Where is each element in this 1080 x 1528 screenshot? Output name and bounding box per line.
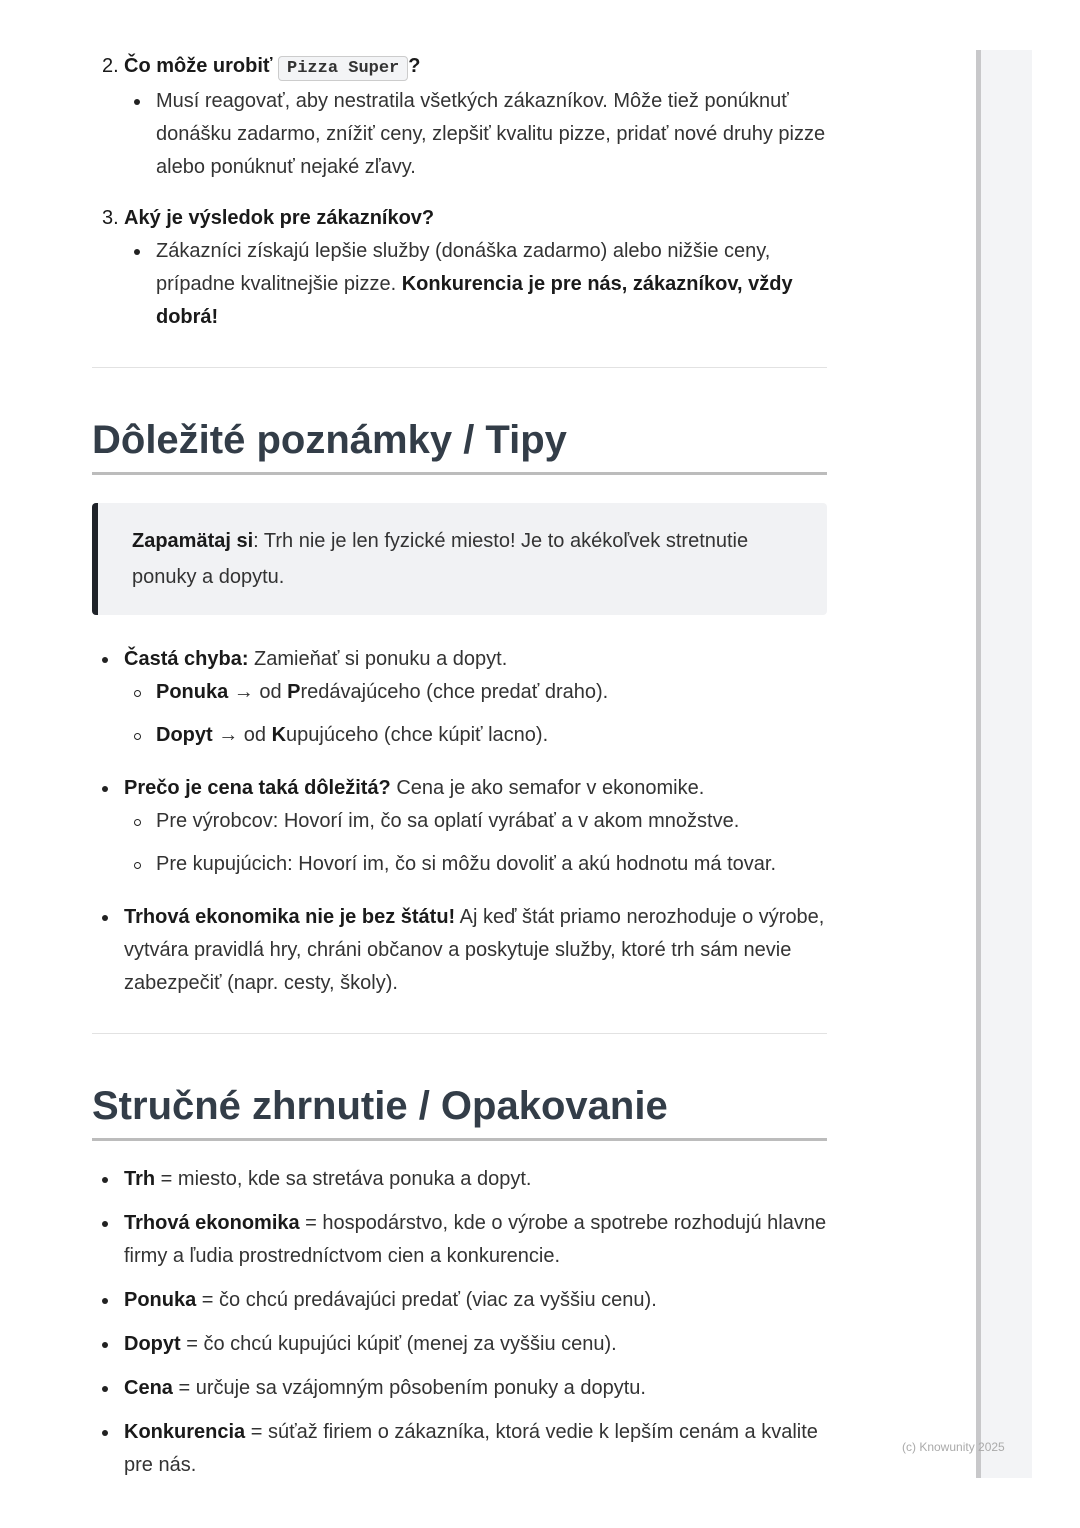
sub-text: redávajúceho (chce predať draho).	[300, 681, 609, 703]
sub-item: Ponuka → od Predávajúceho (chce predať d…	[124, 676, 827, 709]
question-list: 2. Čo môže urobiť Pizza Super? Musí reag…	[92, 50, 827, 334]
tip-text: Zamieňať si ponuku a dopyt.	[248, 648, 508, 670]
document-content: 2. Čo môže urobiť Pizza Super? Musí reag…	[92, 50, 827, 1493]
divider	[92, 1033, 827, 1034]
sub-text: → od	[228, 681, 288, 703]
question-title: Čo môže urobiť	[124, 55, 273, 77]
copyright: (c) Knowunity 2025	[902, 1440, 1005, 1454]
summary-item: Konkurencia = súťaž firiem o zákazníka, …	[92, 1416, 827, 1482]
question-item: 2. Čo môže urobiť Pizza Super? Musí reag…	[92, 50, 827, 184]
term: Trh	[124, 1168, 156, 1190]
tip-bold: Prečo je cena taká dôležitá?	[124, 777, 391, 799]
term: Konkurencia	[124, 1421, 246, 1443]
tips-list: Častá chyba: Zamieňať si ponuku a dopyt.…	[92, 643, 827, 1000]
sub-item: Dopyt → od Kupujúceho (chce kúpiť lacno)…	[124, 719, 827, 752]
tip-text: Aj keď štát priamo nerozhoduje o výrobe,…	[124, 906, 825, 994]
summary-item: Cena = určuje sa vzájomným pôsobením pon…	[92, 1372, 827, 1405]
term: Cena	[124, 1377, 173, 1399]
answer: Musí reagovať, aby nestratila všetkých z…	[124, 85, 827, 184]
tip-text: Cena je ako semafor v ekonomike.	[390, 777, 705, 799]
summary-item: Trh = miesto, kde sa stretáva ponuka a d…	[92, 1163, 827, 1196]
side-panel	[976, 50, 1032, 1478]
question-title: Aký je výsledok pre zákazníkov?	[124, 207, 435, 229]
summary-item: Ponuka = čo chcú predávajúci predať (via…	[92, 1284, 827, 1317]
question-item: 3. Aký je výsledok pre zákazníkov? Zákaz…	[92, 202, 827, 334]
question-title-end: ?	[408, 55, 421, 77]
section-heading: Stručné zhrnutie / Opakovanie	[92, 1078, 827, 1141]
sub-bold: Dopyt	[156, 724, 213, 746]
definition: = hospodárstvo, kde o výrobe a spotrebe …	[124, 1212, 827, 1267]
sub-item: Pre kupujúcich: Hovorí im, čo si môžu do…	[124, 848, 827, 881]
tip-item: Častá chyba: Zamieňať si ponuku a dopyt.…	[92, 643, 827, 752]
section-heading: Dôležité poznámky / Tipy	[92, 412, 827, 475]
tip-bold: Častá chyba:	[124, 648, 249, 670]
sub-text: upujúceho (chce kúpiť lacno).	[286, 724, 549, 746]
sub-letter: P	[287, 681, 301, 703]
term: Dopyt	[124, 1333, 181, 1355]
item-number: 3.	[102, 207, 119, 229]
definition: = určuje sa vzájomným pôsobením ponuky a…	[172, 1377, 646, 1399]
definition: = miesto, kde sa stretáva ponuka a dopyt…	[155, 1168, 532, 1190]
tip-item: Prečo je cena taká dôležitá? Cena je ako…	[92, 772, 827, 881]
tip-bold: Trhová ekonomika nie je bez štátu!	[124, 906, 456, 928]
definition: = čo chcú kupujúci kúpiť (menej za vyšši…	[180, 1333, 617, 1355]
quote-bold: Zapamätaj si	[132, 530, 254, 552]
blockquote: Zapamätaj si: Trh nie je len fyzické mie…	[92, 503, 827, 615]
answer-bold: Konkurencia je pre nás, zákazníkov, vždy…	[156, 273, 793, 328]
answer-text: Zákazníci získajú lepšie služby (donáška…	[156, 240, 771, 295]
sub-letter: K	[271, 724, 287, 746]
answer: Zákazníci získajú lepšie služby (donáška…	[124, 235, 827, 334]
answer-text: Musí reagovať, aby nestratila všetkých z…	[156, 90, 826, 178]
sub-bold: Ponuka	[156, 681, 229, 703]
tip-item: Trhová ekonomika nie je bez štátu! Aj ke…	[92, 901, 827, 1000]
inline-code: Pizza Super	[278, 56, 409, 81]
definition: = súťaž firiem o zákazníka, ktorá vedie …	[124, 1421, 818, 1476]
sub-text: → od	[212, 724, 272, 746]
summary-list: Trh = miesto, kde sa stretáva ponuka a d…	[92, 1163, 827, 1482]
quote-text: : Trh nie je len fyzické miesto! Je to a…	[132, 530, 749, 588]
term: Trhová ekonomika	[124, 1212, 300, 1234]
divider	[92, 367, 827, 368]
sub-item: Pre výrobcov: Hovorí im, čo sa oplatí vy…	[124, 805, 827, 838]
item-number: 2.	[102, 55, 119, 77]
term: Ponuka	[124, 1289, 197, 1311]
summary-item: Trhová ekonomika = hospodárstvo, kde o v…	[92, 1207, 827, 1273]
summary-item: Dopyt = čo chcú kupujúci kúpiť (menej za…	[92, 1328, 827, 1361]
definition: = čo chcú predávajúci predať (viac za vy…	[196, 1289, 657, 1311]
